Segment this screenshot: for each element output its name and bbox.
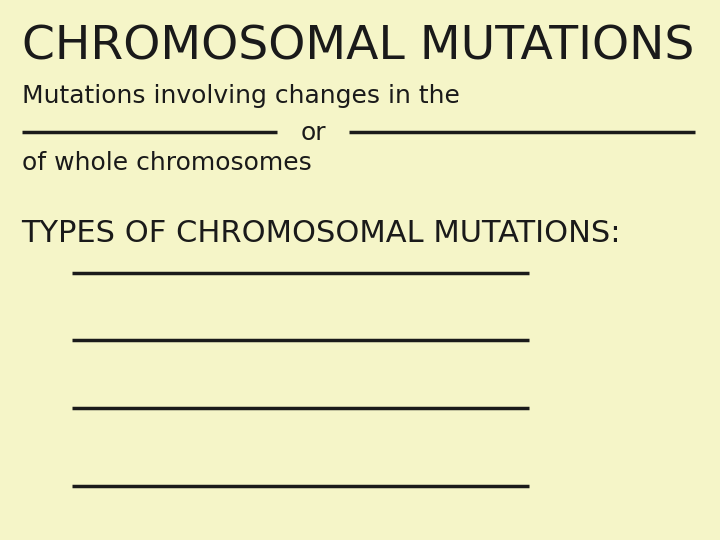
Text: Mutations involving changes in the: Mutations involving changes in the	[22, 84, 459, 107]
Text: or: or	[300, 122, 326, 145]
Text: TYPES OF CHROMOSOMAL MUTATIONS:: TYPES OF CHROMOSOMAL MUTATIONS:	[22, 219, 621, 248]
Text: CHROMOSOMAL MUTATIONS: CHROMOSOMAL MUTATIONS	[22, 24, 694, 69]
Text: of whole chromosomes: of whole chromosomes	[22, 151, 311, 175]
